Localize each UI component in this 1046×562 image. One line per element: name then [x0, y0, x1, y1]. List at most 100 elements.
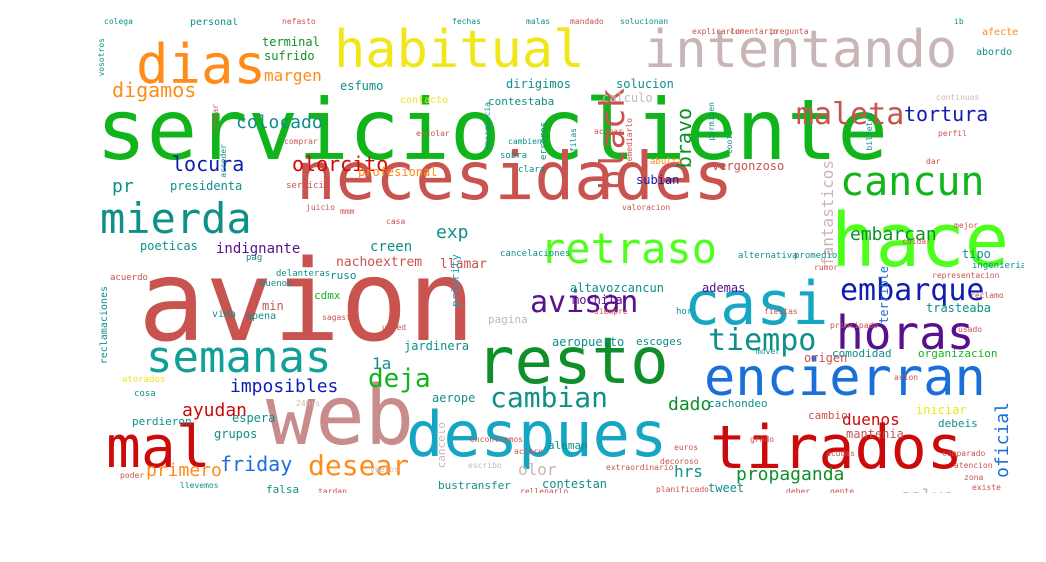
word-reclamaciones: reclamaciones [99, 286, 110, 365]
word-hrs: hrs [674, 462, 703, 481]
word-servicio-small: servicio [286, 181, 330, 191]
word-reclamo: reclamo [970, 291, 1004, 300]
word-bustransfer: bustransfer [438, 479, 511, 492]
word-sagasta: sagasta [322, 313, 356, 322]
word-siempre: siempre [594, 307, 628, 316]
word-acudas: acudas [826, 449, 855, 458]
word-contestaba: contestaba [488, 95, 555, 108]
word-atorados: atorados [122, 375, 166, 385]
word-rellenarlo: rellenarlo [520, 487, 569, 494]
word-cambien: cambien [508, 137, 542, 146]
word-oficial: oficial [992, 402, 1013, 478]
word-mejor: mejor [954, 221, 979, 230]
word-zona: zona [964, 473, 984, 482]
word-filas: filas [569, 128, 578, 153]
word-trasteaba: trasteaba [926, 301, 992, 315]
word-mochila: mochila [572, 293, 623, 307]
word-ib: ib [954, 18, 964, 26]
word-perfil: perfil [938, 129, 967, 138]
word-1a: 1a [372, 354, 392, 373]
word-poder: poder [120, 471, 145, 480]
word-grado: grado [750, 435, 775, 444]
word-comprar: comprar [284, 137, 318, 146]
word-dan: dan [156, 331, 171, 340]
word-profesional: profesional [358, 165, 438, 179]
word-extraordinario: extraordinario [606, 463, 674, 472]
word-solucion: solucion [616, 77, 674, 91]
word-margen: margen [264, 66, 322, 85]
word-dias: dias [136, 33, 267, 96]
word-solucionan: solucionan [620, 18, 669, 26]
word-friday: friday [220, 452, 293, 476]
word-cachondeo: cachondeo [708, 397, 768, 410]
word-grupos: grupos [214, 427, 258, 441]
word-deja: deja [368, 364, 431, 394]
word-intentando: intentando [644, 20, 958, 80]
word-olorcito: olorcito [292, 152, 389, 176]
word-contacto: contacto [400, 95, 449, 106]
word-exp: exp [436, 222, 469, 243]
word-apena: apena [246, 311, 277, 322]
word-llevar: llevar [211, 104, 220, 133]
word-terminal: terminal [262, 35, 320, 49]
word-primero: primero [146, 460, 222, 481]
word-mover: mover [756, 347, 781, 356]
word-vuelos: vuelos [370, 465, 399, 474]
word-avisan: avisan [530, 285, 639, 320]
word-deber: deber [786, 487, 811, 494]
word-cdmx: cdmx [314, 289, 341, 302]
word-poeticas: poeticas [140, 239, 198, 253]
word-min: min [262, 299, 284, 313]
word-calculo: calculo [602, 91, 653, 105]
word-encierran: encierran [704, 348, 986, 408]
word-mandado: mandado [570, 18, 604, 26]
word-indignante: indignante [216, 241, 301, 257]
word-tirados: tirados [710, 413, 963, 483]
word-buenos: buenos [260, 279, 293, 289]
word-24hrs: 24hrs [296, 399, 321, 408]
word-debeis: debeis [938, 417, 978, 430]
word-locura: locura [172, 152, 245, 176]
word-decoroso: decoroso [660, 457, 699, 466]
word-emergencia: emergencia [483, 102, 492, 151]
word-pr: pr [112, 176, 134, 197]
word-terrible: terrible [877, 266, 891, 324]
word-cloud: avion servicio cliente web hace necesida… [96, 18, 1024, 493]
word-cancelo: cancelo [435, 422, 448, 469]
word-ademas: ademas [702, 281, 746, 295]
word-ruso: ruso [330, 269, 357, 282]
word-servicio: servicio [96, 81, 501, 179]
word-llevemos: llevemos [180, 481, 219, 490]
word-encontremos: encontremos [470, 435, 523, 444]
word-cuidar: cuidar [902, 237, 931, 246]
word-creen: creen [370, 239, 413, 255]
word-coofi: coofi [725, 130, 734, 155]
word-olor: olor [518, 460, 557, 479]
word-representacion: representacion [932, 271, 1000, 280]
word-semanas: semanas [146, 332, 332, 383]
word-colocado: colocado [236, 112, 323, 133]
word-despues: despues [406, 398, 668, 471]
word-atencion: atencion [954, 461, 993, 470]
word-origen: origen [804, 351, 848, 365]
word-sobra: sobra [500, 151, 528, 161]
word-retraso: retraso [540, 224, 718, 273]
word-escribo: escribo [468, 461, 502, 470]
word-fiestas: fiestas [764, 307, 798, 316]
word-resto: resto [476, 325, 669, 399]
word-colega: colega [104, 18, 133, 26]
word-esfumo: esfumo [340, 79, 384, 93]
word-dirigimos: dirigimos [506, 77, 572, 91]
word-mmm: mmm [340, 207, 355, 216]
word-cliente: cliente [534, 81, 889, 179]
word-abordo: abordo [976, 47, 1013, 58]
word-acceder: acceder [219, 144, 228, 178]
word-organizacion: organizacion [918, 347, 998, 360]
word-billetes: billetes [865, 112, 874, 151]
word-digamos: digamos [112, 78, 197, 102]
word-casa: casa [386, 217, 406, 226]
word-dado: dado [668, 394, 712, 415]
word-mantenia: mantenia [846, 427, 904, 441]
word-iniciar: iniciar [916, 403, 967, 417]
word-comparado: comparado [942, 449, 986, 458]
